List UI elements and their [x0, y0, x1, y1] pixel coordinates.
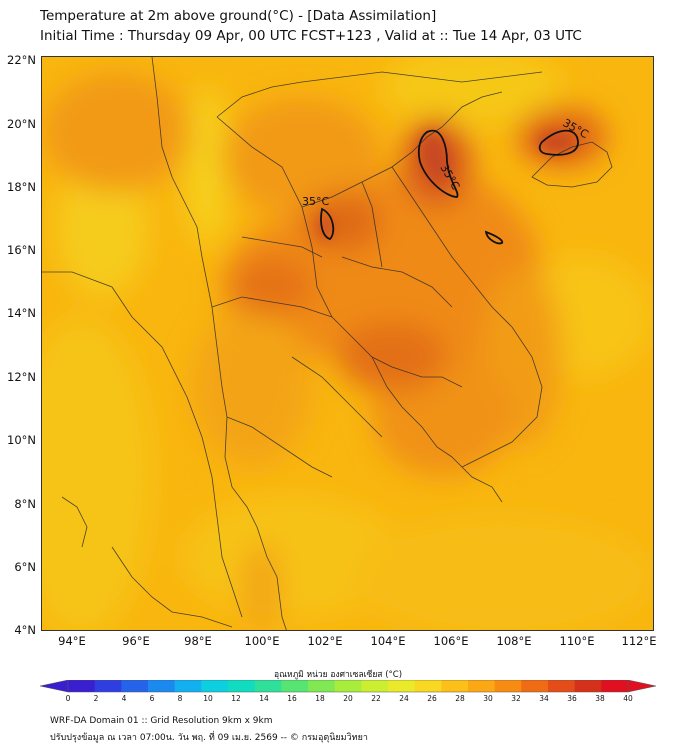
colorbar-tick-label: 2 [93, 694, 99, 703]
colorbar-cell [228, 680, 256, 692]
lon-label: 100°E [244, 634, 280, 648]
colorbar-cell [441, 680, 469, 692]
colorbar-tick-label: 40 [623, 694, 633, 703]
lat-label: 14°N [7, 306, 36, 320]
colorbar-cell [388, 680, 416, 692]
colorbar-tick-label: 18 [315, 694, 325, 703]
colorbar-cell [148, 680, 176, 692]
lat-label: 10°N [7, 433, 36, 447]
colorbar-cell [601, 680, 629, 692]
lon-label: 110°E [559, 634, 595, 648]
colorbar-cell [281, 680, 309, 692]
colorbar-tick-label: 6 [149, 694, 155, 703]
lon-label: 104°E [370, 634, 406, 648]
colorbar-cell [254, 680, 282, 692]
colorbar-tick-label: 32 [511, 694, 521, 703]
lat-label: 6°N [14, 560, 36, 574]
lon-label: 108°E [496, 634, 532, 648]
colorbar-tick-label: 24 [399, 694, 409, 703]
title-line-1: Temperature at 2m above ground(°C) - [Da… [40, 8, 437, 24]
colorbar-cell [308, 680, 336, 692]
colorbar-tick-label: 34 [539, 694, 549, 703]
lon-label: 94°E [58, 634, 86, 648]
colorbar-cell [361, 680, 389, 692]
temperature-field [42, 57, 652, 630]
colorbar-tick-label: 0 [65, 694, 71, 703]
country-borders [42, 57, 613, 630]
colorbar-cell [334, 680, 362, 692]
lat-label: 20°N [7, 117, 36, 131]
lat-label: 16°N [7, 243, 36, 257]
colorbar-min-arrow [40, 680, 69, 693]
colorbar-tick-label: 28 [455, 694, 465, 703]
colorbar [40, 680, 656, 693]
colorbar-title: อุณหภูมิ หน่วย องศาเซลเซียส (°C) [273, 670, 403, 680]
colorbar-tick-label: 26 [427, 694, 437, 703]
colorbar-cell [521, 680, 549, 692]
colorbar-cell [174, 680, 202, 692]
colorbar-tick-label: 12 [231, 694, 241, 703]
lon-label: 112°E [621, 634, 657, 648]
colorbar-tick-label: 20 [343, 694, 353, 703]
colorbar-tick-label: 14 [259, 694, 269, 703]
lat-label: 22°N [7, 53, 36, 67]
lon-label: 98°E [184, 634, 212, 648]
colorbar-tick-label: 36 [567, 694, 577, 703]
lat-label: 8°N [14, 497, 36, 511]
title-line-2: Initial Time : Thursday 09 Apr, 00 UTC F… [40, 28, 582, 44]
lat-label: 18°N [7, 180, 36, 194]
colorbar-cell [574, 680, 602, 692]
temperature-map: 35°C 35°C 35°C [41, 56, 654, 631]
colorbar-tick-label: 38 [595, 694, 605, 703]
colorbar-tick-label: 30 [483, 694, 493, 703]
footer-line-1: WRF-DA Domain 01 :: Grid Resolution 9km … [50, 716, 273, 726]
colorbar-tick-label: 16 [287, 694, 297, 703]
colorbar-cell [68, 680, 96, 692]
lon-label: 106°E [433, 634, 469, 648]
colorbar-cell [414, 680, 442, 692]
colorbar-cell [201, 680, 229, 692]
chart-title: Temperature at 2m above ground(°C) - [Da… [40, 6, 582, 46]
contour-label-1: 35°C [302, 195, 329, 208]
colorbar-cell [121, 680, 149, 692]
contours-35c [320, 129, 579, 245]
lat-label: 12°N [7, 370, 36, 384]
colorbar-cell [548, 680, 576, 692]
colorbar-tick-label: 4 [121, 694, 127, 703]
colorbar-cell [494, 680, 522, 692]
lon-label: 102°E [307, 634, 343, 648]
footer-line-2: ปรับปรุงข้อมูล ณ เวลา 07:00น. วัน พฤ. ที… [50, 733, 368, 743]
colorbar-max-arrow [627, 680, 656, 693]
colorbar-tick-label: 22 [371, 694, 381, 703]
lon-label: 96°E [122, 634, 150, 648]
colorbar-cell [94, 680, 122, 692]
lat-label: 4°N [14, 623, 36, 637]
colorbar-tick-label: 8 [177, 694, 183, 703]
map-canvas: 35°C 35°C 35°C [42, 57, 653, 630]
colorbar-tick-label: 10 [203, 694, 213, 703]
colorbar-cell [468, 680, 496, 692]
